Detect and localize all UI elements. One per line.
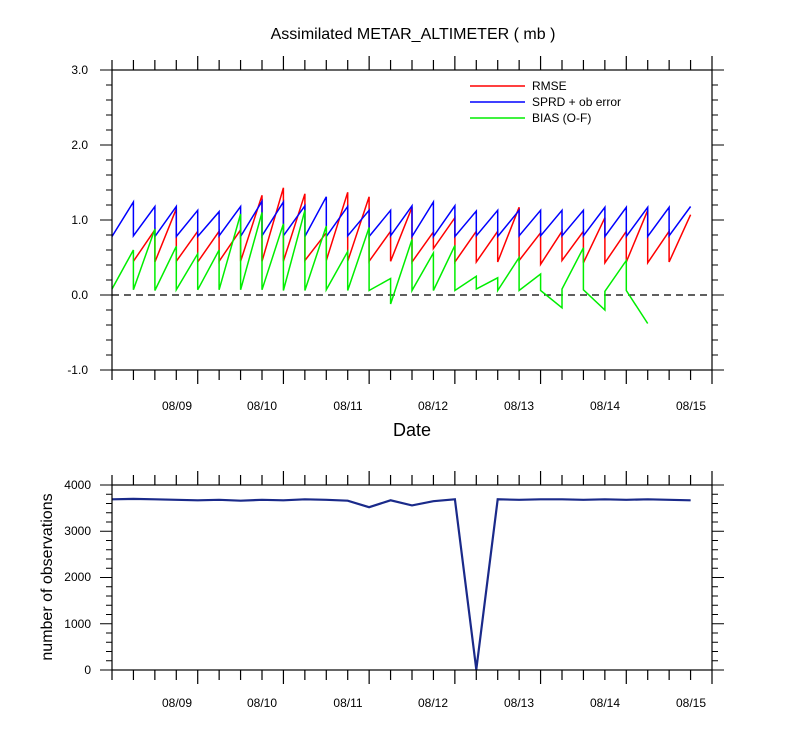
y-tick-label: 2000 <box>64 570 91 584</box>
y-tick-label: 1000 <box>64 617 91 631</box>
y-tick-label: 3000 <box>64 524 91 538</box>
legend: RMSE SPRD + ob error BIAS (O-F) <box>470 79 621 125</box>
top-plot-frame <box>111 69 713 371</box>
y-tick-label: 3.0 <box>71 63 88 77</box>
bottom-axis-ticks <box>100 471 724 684</box>
x-tick-label: 08/11 <box>333 399 362 413</box>
bias-line <box>111 210 649 324</box>
y-tick-label: -1.0 <box>67 363 88 377</box>
x-tick-label: 08/09 <box>162 399 192 413</box>
x-tick-label: 08/10 <box>247 399 277 413</box>
bottom-series-lines <box>111 497 691 670</box>
observations-assimilated-line <box>111 498 691 670</box>
top-panel: Assimilated METAR_ALTIMETER ( mb ) 3.0 2… <box>67 26 724 440</box>
x-tick-label: 08/13 <box>504 696 534 710</box>
x-tick-label: 08/09 <box>162 696 192 710</box>
x-tick-label: 08/14 <box>590 696 620 710</box>
x-tick-labels-bottom: 08/09 08/10 08/11 08/12 08/13 08/14 08/1… <box>162 696 706 710</box>
legend-label-bias: BIAS (O-F) <box>532 111 591 125</box>
legend-label-sprd: SPRD + ob error <box>532 95 621 109</box>
y-tick-label: 1.0 <box>71 213 88 227</box>
chart-title: Assimilated METAR_ALTIMETER ( mb ) <box>271 26 556 43</box>
sprd-ob-error-line <box>111 196 692 240</box>
x-tick-label: 08/15 <box>676 399 706 413</box>
x-tick-label: 08/11 <box>333 696 362 710</box>
y-tick-label: 2.0 <box>71 138 88 152</box>
x-tick-label: 08/14 <box>590 399 620 413</box>
y-tick-labels-top: 3.0 2.0 1.0 0.0 -1.0 <box>67 63 88 377</box>
y-axis-label-observations: number of observations <box>39 493 56 660</box>
x-tick-label: 08/15 <box>676 696 706 710</box>
observations-possible-line <box>111 497 691 670</box>
top-series-lines <box>111 187 692 324</box>
x-axis-label: Date <box>393 420 431 440</box>
y-tick-label: 0 <box>84 663 91 677</box>
x-tick-label: 08/13 <box>504 399 534 413</box>
bottom-panel: 4000 3000 2000 1000 0 08/09 08/10 08/11 … <box>39 471 724 710</box>
y-tick-label: 4000 <box>64 478 91 492</box>
y-tick-labels-bottom: 4000 3000 2000 1000 0 <box>64 478 91 677</box>
x-tick-label: 08/12 <box>418 399 448 413</box>
y-tick-label: 0.0 <box>71 288 88 302</box>
bottom-plot-frame <box>111 484 713 671</box>
legend-label-rmse: RMSE <box>532 79 567 93</box>
top-axis-ticks <box>100 56 724 384</box>
x-tick-label: 08/12 <box>418 696 448 710</box>
x-tick-labels-top: 08/09 08/10 08/11 08/12 08/13 08/14 08/1… <box>162 399 706 413</box>
x-tick-label: 08/10 <box>247 696 277 710</box>
